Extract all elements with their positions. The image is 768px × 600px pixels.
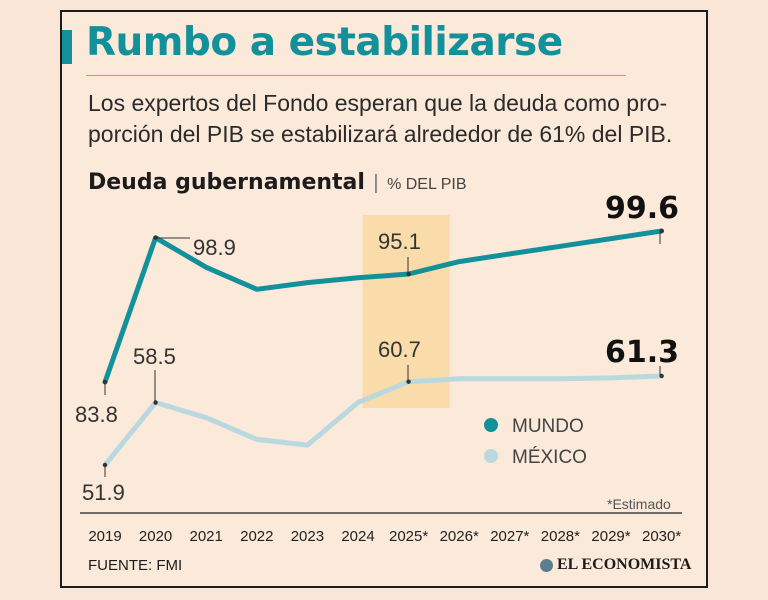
x-tick-label: 2019 (88, 528, 121, 545)
x-tick-label: 2024 (341, 528, 374, 545)
title-divider (86, 75, 626, 76)
subtitle-line-1: Los expertos del Fondo esperan que la de… (88, 90, 668, 116)
chart-title: Deuda gubernamental (88, 170, 365, 195)
legend-label-mexico: MÉXICO (512, 447, 587, 468)
data-label: 95.1 (378, 229, 421, 254)
data-label: 60.7 (378, 337, 421, 362)
data-point-marker (659, 373, 664, 379)
x-tick-label: 2027* (490, 528, 529, 545)
page-title: Rumbo a estabilizarse (86, 20, 563, 65)
x-tick-label: 2028* (541, 528, 580, 545)
source-label: FUENTE: FMI (88, 557, 183, 574)
data-point-marker (659, 228, 664, 234)
data-label: 58.5 (133, 344, 176, 369)
data-label: 61.3 (605, 335, 679, 370)
chart-unit-label: % DEL PIB (387, 176, 467, 193)
estimate-note: *Estimado (607, 496, 671, 512)
data-label: 99.6 (605, 191, 679, 226)
x-tick-label: 2022 (240, 528, 273, 545)
data-point-marker (406, 379, 411, 384)
data-point-marker (153, 235, 158, 240)
data-point-marker (102, 379, 108, 385)
x-tick-label: 2029* (591, 528, 630, 545)
series-line-mexico (102, 373, 665, 468)
x-tick-label: 2023 (291, 528, 324, 545)
legend-dot-mexico (484, 449, 498, 463)
data-label: 98.9 (193, 235, 236, 260)
logo-mark-icon (540, 558, 553, 572)
x-tick-label: 2030* (642, 528, 681, 545)
logo-text: EL ECONOMISTA (557, 556, 692, 573)
legend-dot-mundo (484, 418, 498, 432)
x-tick-label: 2025* (389, 528, 428, 545)
x-tick-label: 2026* (440, 528, 479, 545)
series-line-mundo (102, 228, 665, 385)
data-label: 51.9 (82, 480, 125, 505)
data-point-marker (102, 462, 108, 468)
subtitle: Los expertos del Fondo esperan que la de… (88, 88, 688, 150)
subtitle-line-2: porción del PIB se estabilizará alrededo… (88, 121, 673, 147)
data-point-marker (153, 400, 158, 405)
x-tick-label: 2021 (190, 528, 223, 545)
legend-label-mundo: MUNDO (512, 416, 584, 437)
chart-heading-separator: | (373, 172, 379, 194)
x-tick-label: 2020 (139, 528, 172, 545)
data-label: 83.8 (75, 402, 118, 427)
el-economista-logo: EL ECONOMISTA (540, 556, 691, 574)
highlight-band-2025 (362, 215, 450, 408)
data-point-marker (406, 271, 411, 277)
chart-heading: Deuda gubernamental | % DEL PIB (88, 170, 467, 195)
title-accent-bar (62, 30, 72, 64)
